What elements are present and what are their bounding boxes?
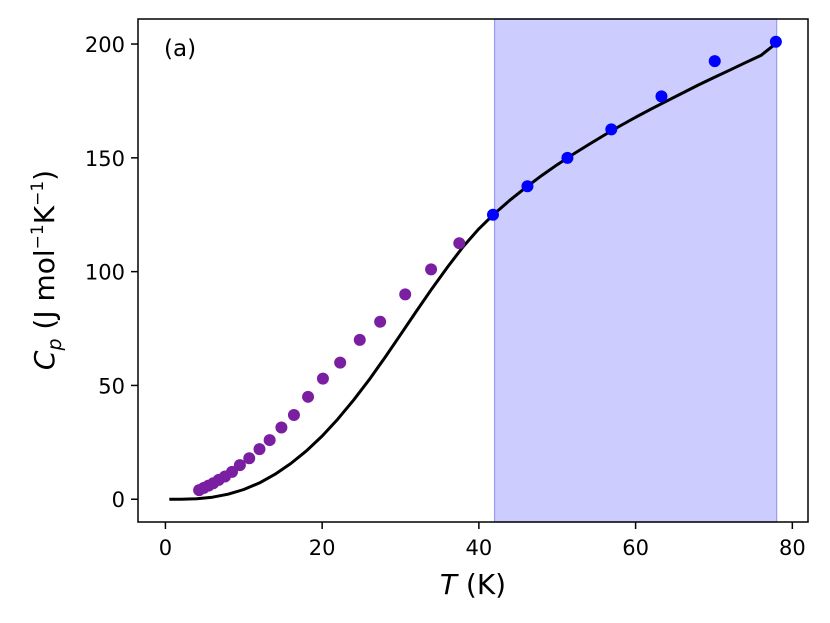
y-ticks: 0 50 100 150 200 xyxy=(85,33,138,512)
fit-curve xyxy=(169,41,778,501)
x-axis-label: T (K) xyxy=(440,568,506,601)
y-axis-label: Cp (J mol−1K−1) xyxy=(28,170,66,370)
x-tick-label: 0 xyxy=(159,536,172,560)
highlight-region xyxy=(493,18,778,523)
x-tick-label: 60 xyxy=(622,536,649,560)
y-tick-label: 200 xyxy=(85,33,125,57)
data-point-series1 xyxy=(275,421,288,434)
y-tick-label: 0 xyxy=(112,488,125,512)
data-point-series2 xyxy=(561,151,574,164)
data-point-series1 xyxy=(425,263,438,276)
fit-curve-layer xyxy=(169,41,778,501)
data-point-series1 xyxy=(374,315,387,328)
y-tick-label: 100 xyxy=(85,261,125,285)
data-point-series2 xyxy=(521,180,534,193)
x-ticks: 0 20 40 60 80 xyxy=(159,522,806,560)
data-point-series2 xyxy=(655,90,668,103)
data-point-series2 xyxy=(605,123,618,136)
data-point-series1 xyxy=(453,237,466,250)
data-point-series2 xyxy=(486,208,499,221)
data-point-series1 xyxy=(226,465,239,478)
data-point-series1 xyxy=(287,409,300,422)
x-tick-label: 20 xyxy=(309,536,336,560)
y-tick-label: 150 xyxy=(85,147,125,171)
data-points-layer xyxy=(193,35,782,497)
data-point-series1 xyxy=(243,452,256,465)
data-point-series1 xyxy=(263,434,276,447)
x-tick-label: 80 xyxy=(779,536,806,560)
data-point-series1 xyxy=(399,288,412,301)
panel-label: (a) xyxy=(164,36,196,62)
data-point-series1 xyxy=(334,356,347,369)
data-point-series1 xyxy=(302,390,315,403)
x-tick-label: 40 xyxy=(466,536,493,560)
data-point-series2 xyxy=(769,35,782,48)
data-point-series1 xyxy=(233,459,246,472)
plot-frame xyxy=(137,18,809,523)
data-point-series1 xyxy=(316,372,329,385)
data-point-series1 xyxy=(253,443,266,456)
data-point-series1 xyxy=(353,333,366,346)
highlight-region-layer xyxy=(493,18,778,523)
y-tick-label: 50 xyxy=(98,374,125,398)
data-point-series2 xyxy=(708,55,721,68)
